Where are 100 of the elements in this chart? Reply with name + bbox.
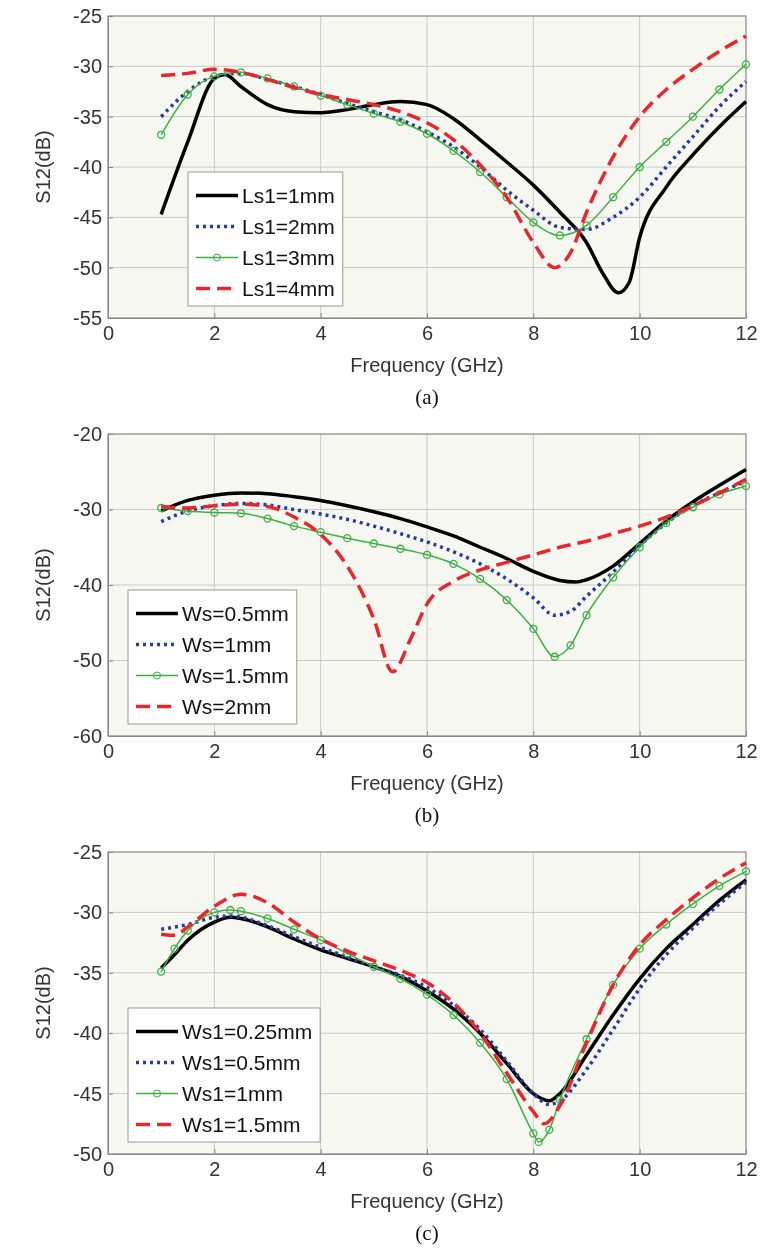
point: [715, 881, 724, 890]
point: [529, 218, 538, 227]
x-axis-title: Frequency (GHz): [350, 1190, 504, 1212]
x-tick-label: 6: [421, 1158, 434, 1181]
legend-label: Ws1=1.5mm: [182, 1112, 301, 1136]
point: [210, 508, 219, 517]
point: [157, 503, 166, 513]
point: [343, 100, 352, 109]
point: [422, 990, 432, 999]
y-tick-label: -30: [73, 55, 102, 78]
legend-label: Ls1=4mm: [242, 276, 335, 300]
x-tick-label: 8: [528, 1158, 540, 1181]
y-tick-label: -30: [73, 498, 102, 521]
x-tick-label: 6: [421, 740, 434, 763]
point: [289, 521, 299, 531]
line-series: [159, 467, 748, 584]
point: [476, 167, 485, 177]
y-tick-label: -40: [73, 1022, 102, 1045]
y-tick-label: -50: [73, 256, 102, 279]
y-tick-label: -25: [73, 840, 102, 863]
point: [263, 514, 272, 523]
point: [529, 1129, 538, 1138]
x-tick-label: 12: [735, 740, 758, 763]
line-series: [159, 34, 748, 270]
legend-label: Ls1=3mm: [242, 245, 335, 269]
point: [236, 907, 246, 916]
legend-label: Ws=2mm: [182, 694, 272, 718]
point: [369, 962, 378, 971]
point: [396, 544, 405, 553]
text: (b): [414, 803, 440, 827]
y-tick-label: -45: [73, 206, 102, 229]
point: [263, 914, 272, 923]
y-tick-label: -35: [73, 961, 102, 984]
point: [688, 112, 697, 121]
x-tick-label: 4: [315, 1158, 327, 1181]
point: [289, 925, 299, 934]
legend-label: Ws1=1mm: [182, 1081, 283, 1105]
point: [741, 481, 751, 491]
x-tick-label: 12: [735, 322, 758, 345]
point: [210, 908, 219, 917]
point: [608, 573, 618, 582]
point: [236, 509, 246, 518]
point: [502, 595, 511, 605]
point: [608, 980, 618, 990]
point: [343, 534, 352, 543]
text: (a): [415, 385, 439, 409]
point: [449, 1010, 458, 1020]
y-axis-title: S12(dB): [32, 966, 54, 1040]
legend-label: Ws1=0.25mm: [182, 1019, 313, 1043]
point: [635, 162, 644, 172]
point: [157, 130, 166, 139]
point: [545, 1125, 554, 1134]
line-series: [159, 72, 748, 295]
point: [566, 641, 575, 650]
y-tick-label: -30: [73, 901, 102, 924]
x-tick-label: 0: [102, 1158, 115, 1181]
point: [741, 867, 751, 876]
point: [715, 85, 724, 94]
point: [226, 905, 235, 915]
point: [476, 574, 485, 584]
point: [396, 974, 405, 983]
x-tick-label: 8: [528, 740, 540, 763]
legend-label: Ws1=0.5mm: [182, 1050, 301, 1074]
x-tick-label: 4: [315, 740, 327, 763]
y-tick-label: -40: [73, 155, 102, 178]
y-axis-title: S12(dB): [32, 548, 54, 622]
text: (c): [415, 1221, 439, 1245]
point: [662, 518, 671, 528]
point: [582, 611, 591, 620]
legend-label: Ws=0.5mm: [182, 601, 289, 625]
x-tick-label: 2: [209, 1158, 221, 1181]
x-tick-label: 0: [102, 740, 115, 763]
x-tick-label: 10: [629, 740, 652, 763]
point: [662, 920, 671, 929]
y-tick-label: -25: [73, 4, 102, 27]
legend-label: Ws=1mm: [182, 632, 272, 656]
x-tick-label: 0: [102, 322, 115, 345]
y-tick-label: -60: [73, 724, 102, 747]
y-tick-label: -55: [73, 306, 102, 329]
point: [170, 944, 179, 953]
x-tick-label: 2: [209, 740, 221, 763]
x-tick-label: 6: [421, 322, 434, 345]
point: [396, 117, 405, 126]
x-tick-label: 4: [315, 322, 327, 345]
point: [662, 137, 671, 146]
point: [183, 90, 192, 99]
y-axis-title: S12(dB): [32, 130, 54, 204]
y-tick-label: -40: [73, 573, 102, 596]
point: [502, 193, 511, 202]
x-tick-label: 12: [735, 1158, 758, 1181]
point: [635, 543, 644, 552]
point: [550, 652, 559, 661]
point: [369, 539, 378, 548]
point: [688, 503, 697, 512]
y-tick-label: -20: [73, 422, 102, 445]
point: [289, 82, 299, 91]
point: [529, 624, 538, 633]
point: [316, 91, 325, 100]
y-tick-label: -50: [73, 1142, 102, 1165]
point: [582, 1035, 591, 1044]
